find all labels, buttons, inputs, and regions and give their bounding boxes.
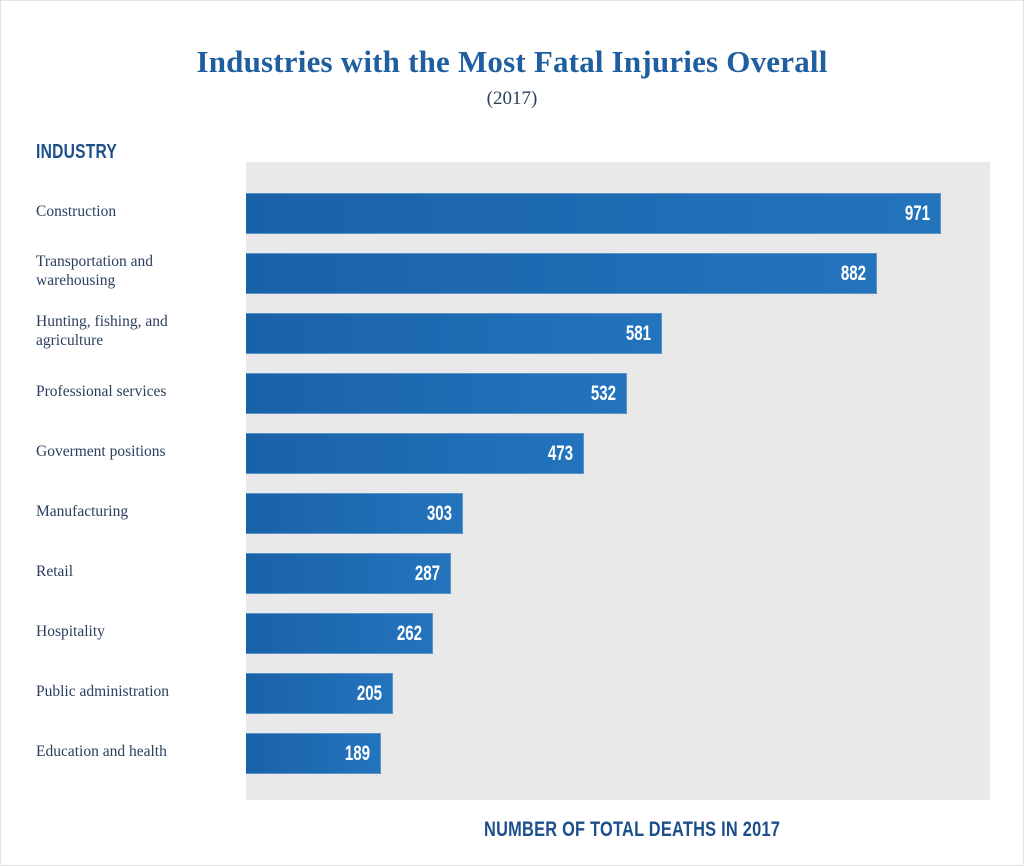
- category-label: Education and health: [36, 742, 226, 761]
- bar: 262: [246, 612, 433, 654]
- bar-value-label: 581: [625, 321, 651, 345]
- bar: 287: [246, 552, 451, 594]
- category-label-line: agriculture: [36, 332, 104, 349]
- category-label: Retail: [36, 562, 226, 581]
- category-label: Hospitality: [36, 622, 226, 641]
- category-label-line: Hospitality: [36, 622, 105, 640]
- category-label-line: Goverment positions: [36, 442, 166, 460]
- category-label: Construction: [36, 202, 226, 221]
- bar: 189: [246, 732, 381, 774]
- category-label-line: warehousing: [36, 272, 116, 289]
- bar-value-label: 262: [396, 621, 422, 645]
- bar: 303: [246, 492, 463, 534]
- category-label: Hunting, fishing, and agriculture: [36, 312, 226, 350]
- x-axis-label: NUMBER OF TOTAL DEATHS IN 2017: [484, 818, 781, 841]
- bar-value-label: 473: [547, 441, 573, 465]
- bar-value-label: 287: [414, 561, 440, 585]
- chart-title: Industries with the Most Fatal Injuries …: [196, 44, 828, 79]
- category-label: Manufacturing: [36, 502, 226, 521]
- bar: 205: [246, 672, 393, 714]
- bar-value-label: 532: [590, 381, 616, 405]
- bar-value-label: 189: [344, 741, 370, 765]
- category-label-line: Hunting, fishing, and: [36, 313, 168, 330]
- bar-value-label: 205: [356, 681, 382, 705]
- category-label-line: Transportation and: [36, 253, 153, 270]
- y-axis-label: INDUSTRY: [36, 141, 118, 163]
- category-label-line: Manufacturing: [36, 502, 129, 520]
- category-label-line: Education and health: [36, 742, 167, 760]
- bar: 581: [246, 312, 662, 354]
- category-label-line: Professional services: [36, 382, 167, 400]
- chart-subtitle: (2017): [486, 88, 538, 109]
- bar: 971: [246, 192, 941, 234]
- category-label-line: Retail: [36, 562, 74, 580]
- bar-value-label: 303: [426, 501, 452, 525]
- category-label: Public administration: [36, 682, 226, 701]
- bar-value-label: 971: [904, 201, 930, 225]
- bar-value-label: 882: [840, 261, 866, 285]
- category-label: Professional services: [36, 382, 226, 401]
- bar: 882: [246, 252, 877, 294]
- category-label: Goverment positions: [36, 442, 226, 461]
- category-label-line: Construction: [36, 202, 117, 220]
- category-label: Transportation and warehousing: [36, 252, 226, 290]
- bar: 473: [246, 432, 584, 474]
- category-label-line: Public administration: [36, 682, 170, 700]
- bar: 532: [246, 372, 627, 414]
